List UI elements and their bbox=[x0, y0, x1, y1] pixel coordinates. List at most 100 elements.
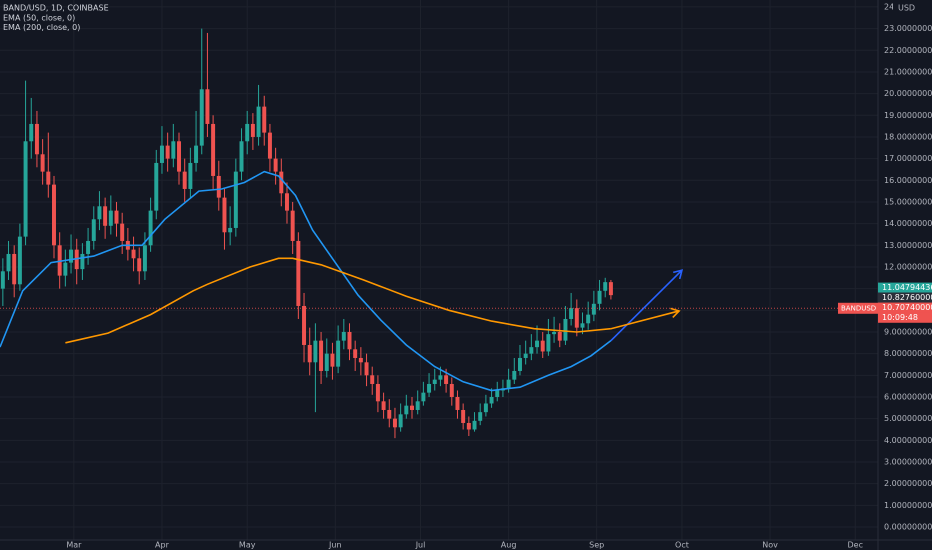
candle-body bbox=[552, 331, 557, 335]
candle-body bbox=[574, 308, 579, 328]
candle-body bbox=[313, 340, 318, 363]
candle-body bbox=[205, 89, 210, 124]
price-badge bbox=[878, 302, 932, 313]
candle-body bbox=[296, 240, 301, 306]
candle-body bbox=[46, 171, 51, 185]
candle-body bbox=[597, 290, 602, 304]
y-tick-label: 15.00000000 bbox=[884, 197, 932, 206]
price-label: 11.04794436 bbox=[882, 283, 932, 292]
candle-body bbox=[557, 331, 562, 341]
candle-body bbox=[12, 253, 17, 285]
candle-body bbox=[540, 340, 545, 352]
candle-body bbox=[432, 379, 437, 384]
candle-body bbox=[444, 375, 449, 384]
candle-body bbox=[131, 249, 136, 259]
price-label: 10.82760000 bbox=[882, 293, 932, 302]
candle-body bbox=[410, 405, 414, 410]
candle-body bbox=[353, 349, 358, 358]
y-tick-label: 1.00000000 bbox=[884, 501, 932, 510]
candle-body bbox=[250, 123, 255, 137]
candle-body bbox=[171, 141, 176, 159]
y-tick-label: 3.00000000 bbox=[884, 457, 932, 466]
candle-body bbox=[23, 141, 28, 237]
x-tick-label: Oct bbox=[675, 541, 689, 550]
currency-badge bbox=[893, 2, 919, 13]
candle-body bbox=[262, 106, 267, 133]
candle-body bbox=[6, 253, 11, 272]
candle-body bbox=[529, 347, 534, 354]
y-tick-label: 21.00000000 bbox=[884, 67, 932, 76]
price-badge bbox=[878, 292, 932, 303]
candle-body bbox=[421, 392, 426, 402]
candle-body bbox=[57, 245, 62, 276]
arrow-head bbox=[670, 307, 681, 318]
y-tick-label: 9.00000000 bbox=[884, 327, 932, 336]
candle-body bbox=[273, 158, 278, 172]
candle-body bbox=[80, 253, 85, 270]
x-tick-label: Dec bbox=[848, 541, 863, 550]
candle-body bbox=[506, 379, 511, 389]
candle-body bbox=[51, 184, 56, 246]
candle-body bbox=[603, 282, 608, 291]
candle-body bbox=[188, 162, 193, 189]
candle-body bbox=[177, 141, 181, 172]
candle-body bbox=[449, 383, 454, 397]
x-tick-label: Jul bbox=[415, 541, 426, 550]
candle-body bbox=[97, 206, 102, 220]
candle-body bbox=[267, 132, 272, 159]
candle-body bbox=[137, 258, 142, 272]
candle-body bbox=[222, 197, 227, 233]
candle-body bbox=[120, 223, 125, 241]
candle-body bbox=[228, 227, 233, 233]
candle-body bbox=[307, 344, 312, 363]
x-tick-label: Jun bbox=[328, 541, 342, 550]
candle-body bbox=[63, 262, 68, 276]
y-tick-label: 18.00000000 bbox=[884, 132, 932, 141]
currency: USD bbox=[898, 4, 915, 13]
candle-body bbox=[563, 318, 568, 341]
candle-body bbox=[472, 420, 477, 430]
y-tick-label: 19.00000000 bbox=[884, 111, 932, 120]
projection-line bbox=[610, 269, 683, 342]
candle-body bbox=[199, 89, 204, 146]
x-tick-label: Apr bbox=[155, 541, 170, 550]
candle-body bbox=[586, 314, 591, 324]
candle-body bbox=[398, 414, 403, 428]
candle-body bbox=[182, 171, 187, 189]
candle-body bbox=[608, 282, 613, 296]
candle-body bbox=[40, 154, 45, 172]
candle-body bbox=[358, 357, 363, 363]
candle-body bbox=[546, 334, 551, 352]
legend-entry: EMA (50, close, 0) bbox=[3, 14, 75, 23]
candle-body bbox=[319, 340, 324, 371]
price-badge bbox=[878, 282, 932, 293]
candle-body bbox=[495, 390, 500, 397]
candle-body bbox=[211, 123, 216, 176]
candle-body bbox=[29, 123, 34, 142]
y-tick-label: 22.00000000 bbox=[884, 46, 932, 55]
y-tick-label: 24.0 bbox=[884, 2, 902, 11]
candle-body bbox=[489, 396, 494, 404]
y-tick-label: 8.00000000 bbox=[884, 349, 932, 358]
ema-line bbox=[65, 257, 611, 344]
ema-line bbox=[0, 170, 612, 392]
candle-body bbox=[216, 175, 221, 198]
x-tick-label: Sep bbox=[589, 541, 604, 550]
candle-body bbox=[569, 308, 574, 319]
candle-body bbox=[17, 236, 22, 285]
candle-body bbox=[302, 305, 307, 345]
y-tick-label: 6.00000000 bbox=[884, 392, 932, 401]
candle-body bbox=[284, 193, 289, 211]
symbol-badge bbox=[838, 302, 878, 314]
x-tick-label: Mar bbox=[66, 541, 82, 550]
candle-body bbox=[86, 240, 91, 254]
candle-body bbox=[194, 145, 199, 163]
countdown: 10:09:48 bbox=[882, 313, 918, 322]
y-tick-label: 16.00000000 bbox=[884, 176, 932, 185]
candle-body bbox=[427, 383, 432, 393]
candle-body bbox=[466, 422, 471, 430]
y-tick-label: 4.00000000 bbox=[884, 436, 932, 445]
